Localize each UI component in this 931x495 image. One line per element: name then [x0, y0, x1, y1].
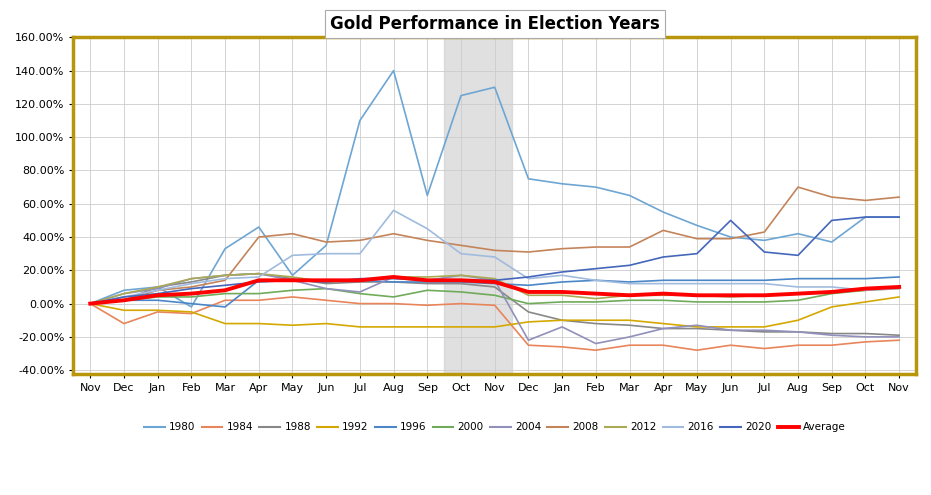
Bar: [444, 37, 511, 374]
Legend: 1980, 1984, 1988, 1992, 1996, 2000, 2004, 2008, 2012, 2016, 2020, Average: 1980, 1984, 1988, 1992, 1996, 2000, 2004…: [140, 418, 850, 437]
Title: Gold Performance in Election Years: Gold Performance in Election Years: [330, 15, 659, 33]
